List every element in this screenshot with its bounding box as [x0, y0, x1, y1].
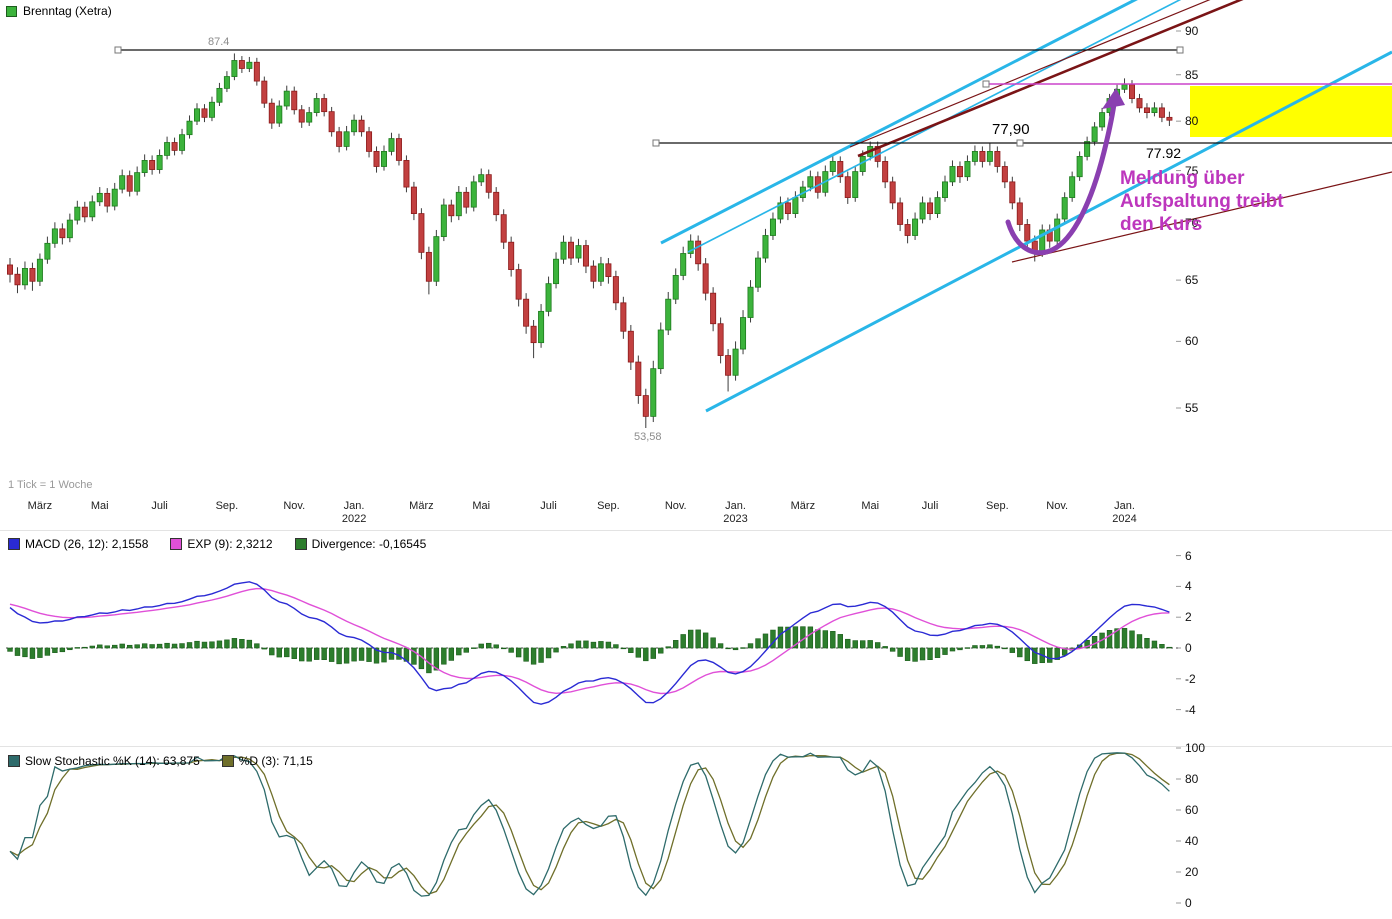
- drag-handle[interactable]: [652, 139, 660, 147]
- drag-handle[interactable]: [1016, 139, 1024, 147]
- macd-divergence-legend-label: Divergence: -0,16545: [311, 537, 427, 551]
- macd-line-legend-marker: [8, 538, 20, 550]
- annotation-note[interactable]: Meldung über Aufspaltung treibt den Kurs: [1120, 168, 1284, 235]
- high-price-label: 87.4: [208, 36, 230, 48]
- stoch-d-legend-marker: [221, 755, 234, 767]
- stochastic-legend: Slow Stochastic %K (14): 63,875 %D (3): …: [8, 754, 313, 768]
- chart-title: Brenntag (Xetra): [23, 4, 112, 18]
- macd-legend: MACD (26, 12): 2,1558 EXP (9): 2,3212 Di…: [8, 537, 426, 551]
- instrument-marker-icon: [6, 5, 17, 17]
- cyan-channel-upper-2[interactable]: [687, 0, 1392, 253]
- macd-signal-legend-marker: [170, 538, 183, 550]
- macd-signal-legend-label: EXP (9): 2,3212: [187, 537, 273, 551]
- chart-header: Brenntag (Xetra): [6, 4, 112, 18]
- maroon-trendline-1[interactable]: [857, 0, 1392, 158]
- stoch-k-legend-label: Slow Stochastic %K (14): 63,875: [25, 754, 200, 768]
- cyan-channel-lower[interactable]: [705, 50, 1392, 413]
- low-price-label: 53,58: [634, 431, 662, 443]
- drawn-annotations[interactable]: [114, 0, 1392, 413]
- macd-line: [9, 581, 1170, 705]
- cyan-channel-upper-1[interactable]: [660, 0, 1392, 245]
- purple-arrow-head[interactable]: [1102, 88, 1125, 109]
- candlestick-series: [7, 53, 1173, 429]
- stoch-k-legend-marker: [8, 755, 20, 767]
- macd-histogram: [7, 626, 1173, 674]
- macd-signal-line: [9, 587, 1170, 695]
- stochastic-d-line: [9, 752, 1170, 895]
- stoch-d-legend-label: %D (3): 71,15: [238, 754, 313, 768]
- maroon-trendline-2[interactable]: [849, 0, 1392, 148]
- macd-divergence-legend-marker: [294, 538, 307, 550]
- yellow-highlight-rect[interactable]: [1190, 86, 1392, 137]
- maroon-trendline-3[interactable]: [1011, 171, 1392, 263]
- purple-arrow[interactable]: [1005, 101, 1117, 256]
- stochastic-k-line: [9, 752, 1170, 897]
- panel-separator: [0, 746, 1392, 747]
- tick-interval-note: 1 Tick = 1 Woche: [8, 479, 93, 491]
- level-7790-label[interactable]: 77,90: [992, 121, 1030, 138]
- level-7792-label: 77.92: [1146, 145, 1182, 161]
- panel-separator: [0, 530, 1392, 531]
- drag-handle[interactable]: [1176, 46, 1184, 54]
- macd-line-legend-label: MACD (26, 12): 2,1558: [25, 537, 149, 551]
- drag-handle[interactable]: [982, 80, 990, 88]
- drag-handle[interactable]: [114, 46, 122, 54]
